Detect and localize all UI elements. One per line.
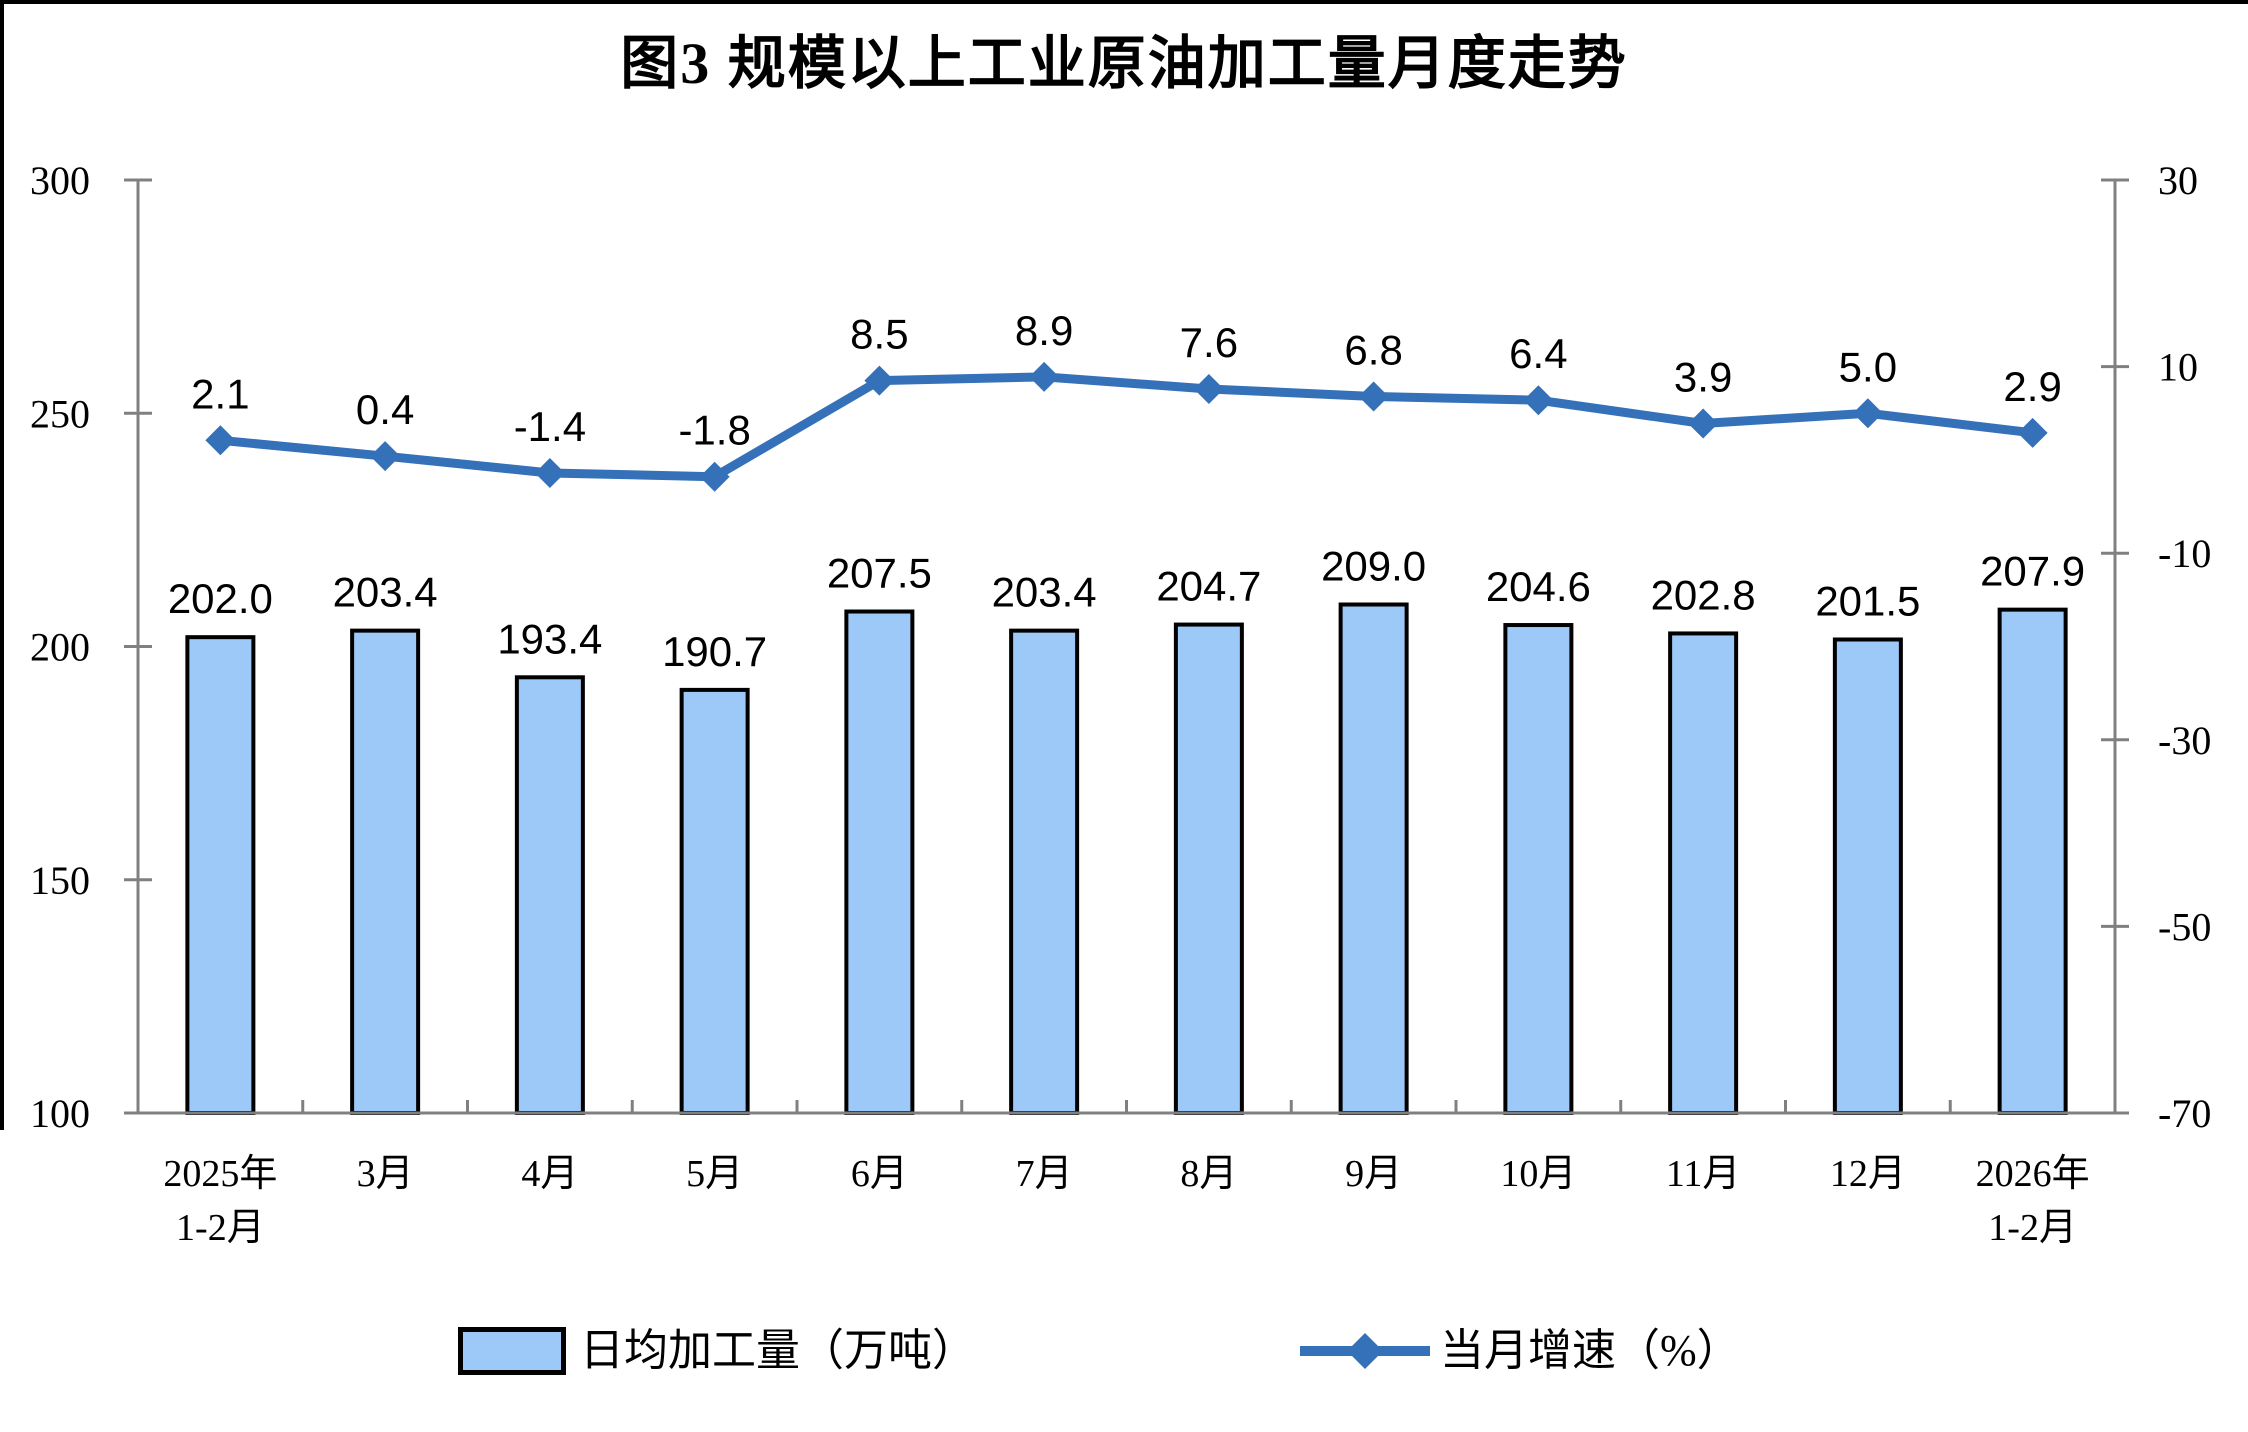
line-series-label: 当月增速（%）	[1440, 1326, 1741, 1375]
line-value-label: 5.0	[1839, 343, 1897, 390]
legend-item-daily-volume: 日均加工量（万吨）	[458, 1316, 976, 1386]
line-series-swatch	[1300, 1333, 1430, 1369]
bar	[1503, 623, 1574, 1116]
bar-value-label: 209.0	[1321, 543, 1426, 590]
bar-value-label: 190.7	[662, 628, 767, 675]
line-marker-diamond	[1523, 385, 1554, 416]
line-marker-diamond	[864, 365, 895, 396]
bar-value-label: 204.7	[1156, 563, 1261, 610]
legend: 日均加工量（万吨） 当月增速（%）	[0, 1316, 2248, 1386]
line-value-label: -1.8	[678, 407, 750, 454]
bar	[514, 675, 585, 1115]
bar	[350, 628, 421, 1115]
line-value-label: 0.4	[356, 386, 414, 433]
image-left-border	[0, 0, 4, 1130]
line-value-label: -1.4	[514, 403, 586, 450]
line-marker-diamond	[1852, 398, 1883, 429]
line-marker-diamond	[370, 441, 401, 472]
left-axis-tick-label: 300	[30, 158, 90, 203]
bar	[1832, 637, 1903, 1115]
category-label: 10月	[1500, 1153, 1576, 1195]
category-label: 7月	[1016, 1153, 1073, 1195]
bar	[679, 687, 750, 1116]
bar-value-label: 202.8	[1651, 571, 1756, 618]
category-label: 2026年 1-2月	[1976, 1153, 2090, 1249]
category-label: 11月	[1666, 1153, 1741, 1195]
bar-series-label: 日均加工量（万吨）	[580, 1326, 976, 1375]
category-label: 2025年 1-2月	[163, 1153, 277, 1249]
line-value-label: 3.9	[1674, 354, 1732, 401]
bar	[1338, 602, 1409, 1115]
line-value-label: 8.9	[1015, 307, 1073, 354]
bar	[1997, 607, 2068, 1115]
bar	[1668, 631, 1739, 1115]
line-marker-diamond	[699, 461, 730, 492]
category-label: 3月	[357, 1153, 414, 1195]
legend-item-growth-rate: 当月增速（%）	[1300, 1316, 1741, 1386]
line-value-label: 2.9	[2003, 363, 2061, 410]
bar	[844, 609, 915, 1115]
bar-value-label: 207.9	[1980, 548, 2085, 595]
bar-series-swatch	[458, 1327, 566, 1375]
category-label: 5月	[686, 1153, 743, 1195]
bar-value-label: 203.4	[992, 569, 1097, 616]
category-label: 6月	[851, 1153, 908, 1195]
category-label: 4月	[521, 1153, 578, 1195]
line-marker-diamond	[534, 457, 565, 488]
right-axis-tick-label: 30	[2158, 158, 2198, 203]
line-marker-diamond	[1029, 361, 1060, 392]
line-marker-diamond	[2017, 417, 2048, 448]
bar-value-label: 202.0	[168, 575, 273, 622]
image-top-border	[0, 0, 2248, 4]
bar	[1009, 628, 1080, 1115]
diamond-marker-icon	[1347, 1333, 1383, 1369]
bar-value-label: 193.4	[497, 615, 602, 662]
line-marker-diamond	[1358, 381, 1389, 412]
right-axis-tick-label: 10	[2158, 345, 2198, 390]
bar-value-label: 204.6	[1486, 563, 1591, 610]
category-label: 12月	[1830, 1153, 1906, 1195]
right-axis-tick-label: -10	[2158, 531, 2211, 576]
right-axis-tick-label: -70	[2158, 1091, 2211, 1136]
line-value-label: 7.6	[1180, 319, 1238, 366]
line-value-label: 8.5	[850, 311, 908, 358]
line-marker-diamond	[205, 425, 236, 456]
growth-line	[215, 372, 2038, 482]
bar	[185, 635, 256, 1115]
line-marker-diamond	[1193, 373, 1224, 404]
bar-value-label: 207.5	[827, 550, 932, 597]
left-axis-tick-label: 100	[30, 1091, 90, 1136]
bar	[1173, 622, 1244, 1116]
line-marker-diamond	[1688, 408, 1719, 439]
left-axis-tick-label: 200	[30, 625, 90, 670]
line-value-label: 6.4	[1509, 330, 1567, 377]
category-label: 9月	[1345, 1153, 1402, 1195]
right-axis-tick-label: -30	[2158, 718, 2211, 763]
line-value-label: 2.1	[191, 370, 249, 417]
category-label: 8月	[1180, 1153, 1237, 1195]
left-axis-tick-label: 150	[30, 858, 90, 903]
bar-value-label: 203.4	[333, 569, 438, 616]
bar-value-label: 201.5	[1815, 578, 1920, 625]
line-value-label: 6.8	[1344, 326, 1402, 373]
chart-title: 图3 规模以上工业原油加工量月度走势	[620, 31, 1628, 96]
left-axis-tick-label: 250	[30, 391, 90, 436]
right-axis-tick-label: -50	[2158, 904, 2211, 949]
